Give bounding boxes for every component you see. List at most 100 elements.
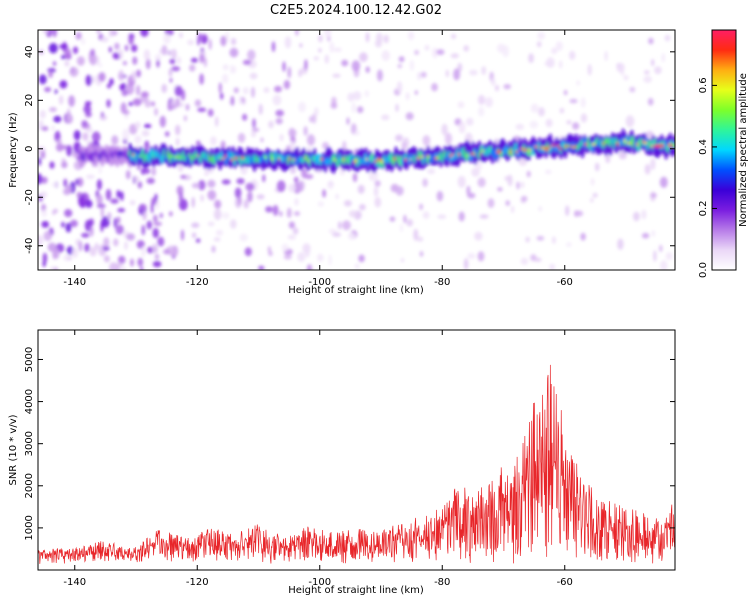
heatmap-speckle <box>106 83 112 89</box>
heatmap-speckle <box>324 30 332 38</box>
heatmap-speckle <box>245 182 255 192</box>
heatmap-speckle <box>351 60 361 72</box>
heatmap-speckle <box>487 198 495 209</box>
heatmap-speckle <box>144 99 152 108</box>
heatmap-speckle <box>580 232 586 241</box>
heatmap-speckle <box>168 211 173 217</box>
heatmap-speckle <box>633 211 640 222</box>
heatmap-speckle <box>100 206 104 218</box>
heatmap-speckle <box>453 68 461 81</box>
colorbar-tick-label: 0.0 <box>698 262 709 278</box>
snr-ytick-label: 2000 <box>24 473 35 498</box>
heatmap-speckle <box>373 186 379 197</box>
heatmap-speckle <box>417 236 424 242</box>
heatmap-speckle <box>42 252 48 264</box>
colorbar-label: Normalized spectral amplitude <box>738 73 749 227</box>
heatmap-ytick-label: -40 <box>24 238 35 254</box>
snr-ytick-label: 3000 <box>24 431 35 456</box>
heatmap-speckle <box>75 178 79 186</box>
heatmap-speckle <box>457 101 465 109</box>
heatmap-speckle <box>247 191 253 203</box>
heatmap-speckle <box>76 191 82 198</box>
heatmap-speckle <box>102 245 110 251</box>
heatmap-speckle <box>199 54 205 64</box>
heatmap-speckle <box>113 238 119 247</box>
snr-ytick-label: 5000 <box>24 347 35 372</box>
heatmap-speckle <box>185 103 190 111</box>
heatmap-speckle <box>54 89 58 94</box>
heatmap-speckle <box>143 49 150 61</box>
heatmap-speckle <box>64 60 70 67</box>
heatmap-speckle <box>98 166 102 174</box>
heatmap-speckle <box>91 131 101 143</box>
heatmap-speckle <box>55 143 64 152</box>
heatmap-speckle <box>154 54 162 61</box>
heatmap-speckle <box>43 230 52 242</box>
heatmap-speckle <box>397 63 403 69</box>
heatmap-speckle <box>343 200 352 207</box>
heatmap-speckle <box>230 95 235 106</box>
heatmap-speckle <box>140 30 149 37</box>
heatmap-speckle <box>286 207 292 218</box>
heatmap-speckle <box>154 253 160 260</box>
heatmap-speckle <box>572 122 580 130</box>
heatmap-speckle <box>324 54 329 64</box>
heatmap-xtick-label: -120 <box>186 277 209 288</box>
heatmap-speckle <box>604 50 608 62</box>
heatmap-speckle <box>463 45 470 52</box>
heatmap-speckle <box>121 89 128 97</box>
heatmap-speckle <box>152 260 162 268</box>
heatmap-speckle <box>145 58 151 70</box>
heatmap-speckle <box>63 188 71 196</box>
heatmap-speckle <box>197 107 207 113</box>
heatmap-speckle <box>59 80 68 89</box>
heatmap-speckle <box>61 54 66 60</box>
heatmap-speckle <box>370 169 379 182</box>
heatmap-speckle <box>218 82 222 94</box>
heatmap-speckle <box>49 161 55 169</box>
heatmap-speckle <box>318 34 323 43</box>
heatmap-speckle <box>198 180 206 191</box>
heatmap-speckle <box>242 113 248 121</box>
snr-panel: -140 -120 -100 -80 -60 1000 2000 3000 4000 5000 H… <box>8 329 676 596</box>
heatmap-speckle <box>399 224 404 233</box>
heatmap-speckle <box>305 147 313 153</box>
heatmap-speckle <box>536 235 545 241</box>
heatmap-speckle <box>422 211 430 219</box>
heatmap-speckle <box>263 87 270 93</box>
heatmap-speckle <box>546 57 555 68</box>
heatmap-speckle <box>289 140 295 152</box>
heatmap-speckle <box>566 120 572 125</box>
heatmap-speckle <box>171 66 181 72</box>
heatmap-speckle <box>98 72 106 82</box>
heatmap-speckle <box>525 236 530 243</box>
heatmap-speckle <box>162 33 171 44</box>
heatmap-speckle <box>52 248 60 260</box>
heatmap-speckle <box>222 64 229 71</box>
heatmap-speckle <box>251 127 260 132</box>
heatmap-speckle <box>354 130 360 136</box>
heatmap-speckle <box>89 246 97 257</box>
heatmap-speckle <box>576 80 580 86</box>
heatmap-speckle <box>141 224 146 236</box>
heatmap-speckle <box>258 265 265 270</box>
heatmap-speckle <box>505 200 511 207</box>
heatmap-speckle <box>107 212 112 221</box>
colorbar: 0.0 0.2 0.4 0.6 Normalized spectral amplitu… <box>698 29 749 278</box>
heatmap-speckle <box>559 60 563 69</box>
heatmap-speckle <box>346 117 350 125</box>
heatmap-speckle <box>580 113 588 123</box>
heatmap-speckle <box>436 190 444 202</box>
heatmap-speckle <box>274 85 282 93</box>
heatmap-speckle <box>101 216 110 228</box>
heatmap-speckle <box>131 70 136 81</box>
heatmap-speckle <box>313 56 319 61</box>
heatmap-speckle <box>65 222 72 233</box>
heatmap-speckle <box>191 196 195 208</box>
heatmap-speckle <box>243 199 249 209</box>
heatmap-speckle <box>52 30 57 38</box>
heatmap-speckle <box>268 120 274 129</box>
heatmap-speckle <box>445 69 449 78</box>
heatmap-speckle <box>348 210 357 218</box>
heatmap-speckle <box>58 95 64 105</box>
